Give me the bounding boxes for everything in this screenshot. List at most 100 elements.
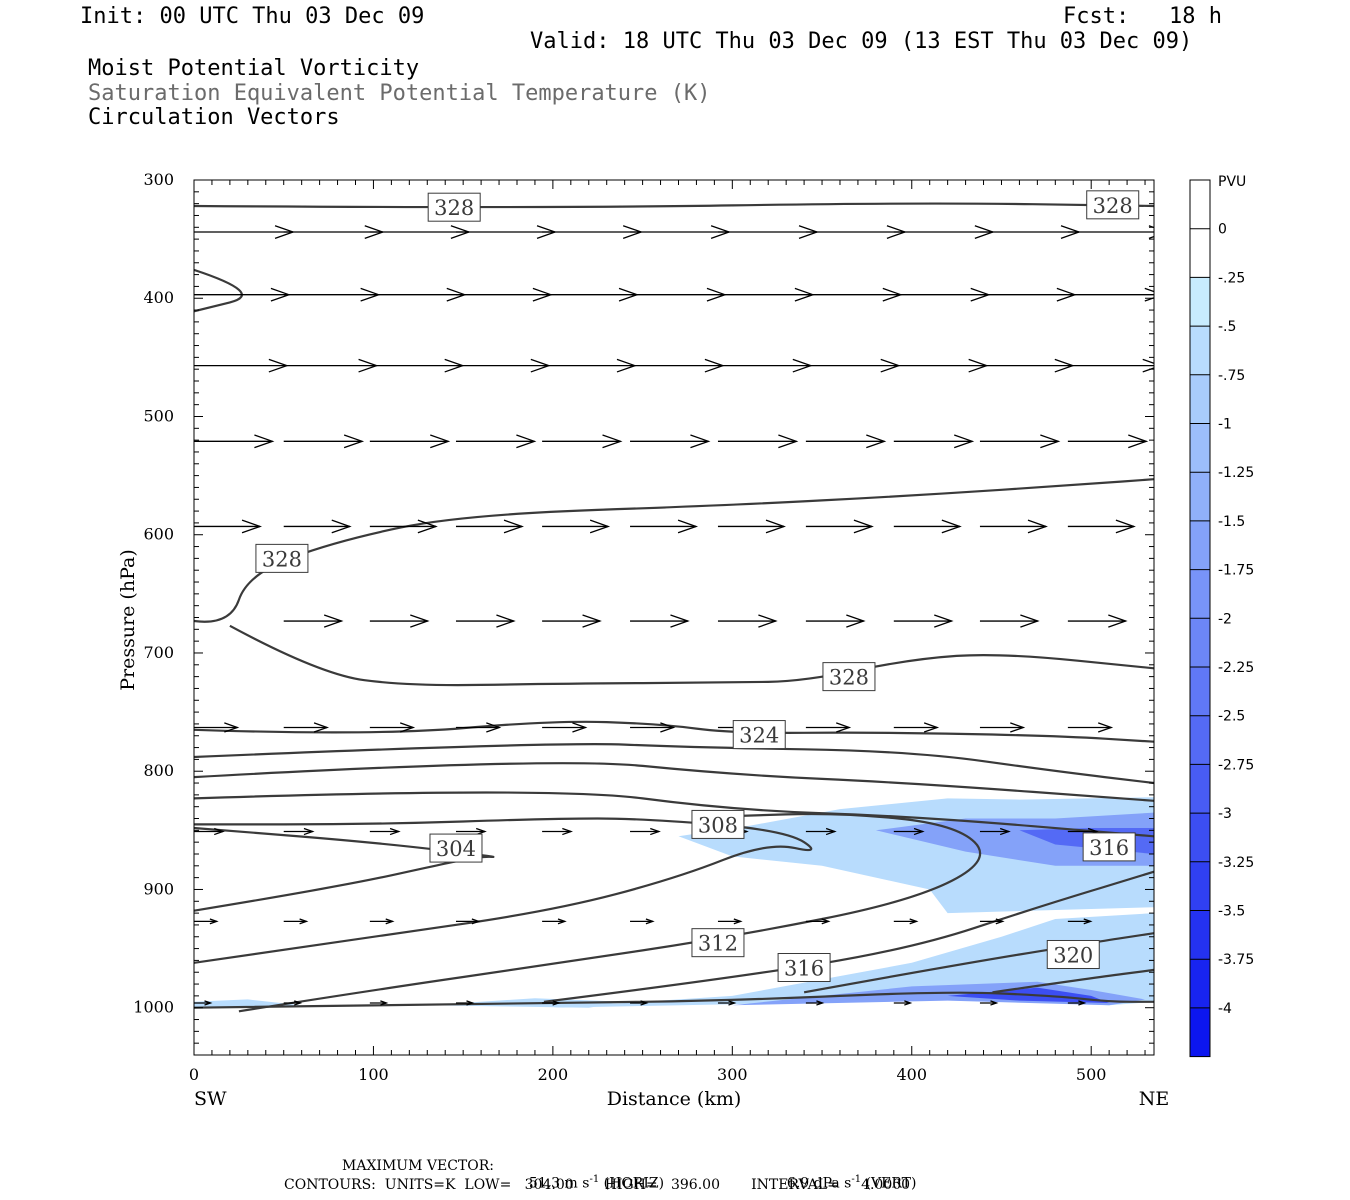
- contour-label-value: 312: [698, 932, 738, 956]
- colorbar-label: -.5: [1218, 319, 1236, 335]
- circulation-vector: [979, 722, 1026, 733]
- circulation-vector: [455, 358, 551, 373]
- contour-label-frame: [691, 928, 745, 958]
- contour-label-frame: [427, 192, 481, 222]
- circulation-vector: [455, 225, 557, 239]
- circulation-vector: [979, 918, 1005, 925]
- circulation-vector: [979, 225, 1081, 239]
- colorbar-swatch: [1190, 959, 1210, 1008]
- vector-head: [645, 918, 655, 925]
- vector-head: [496, 614, 516, 628]
- theta-es-contour-3: [194, 762, 1154, 802]
- vector-head: [241, 519, 263, 534]
- y-tick-label: 800: [143, 761, 174, 780]
- contour-label-value: 328: [262, 547, 302, 571]
- circulation-vector: [455, 434, 537, 449]
- contour-label-box: 320: [1046, 939, 1100, 969]
- circulation-vector: [630, 1000, 649, 1006]
- vector-head: [589, 519, 611, 534]
- colorbar-label: -1.75: [1218, 563, 1254, 579]
- colorbar-swatch: [1190, 667, 1210, 716]
- circulation-vector: [283, 287, 381, 302]
- vector-head: [866, 434, 887, 449]
- circulation-vector: [455, 827, 487, 836]
- max-vector-vert-value: 6.9 dPa s: [786, 1175, 852, 1192]
- colorbar-swatch: [1190, 764, 1210, 814]
- horiz-exponent: -1: [589, 1174, 600, 1185]
- x-tick-label: 500: [1076, 1065, 1107, 1084]
- circulation-vector: [979, 287, 1077, 302]
- circulation-vector: [717, 519, 786, 534]
- circulation-vector: [455, 1000, 475, 1006]
- circulation-vector: [455, 918, 481, 925]
- field-title-theta-es: Saturation Equivalent Potential Temperat…: [88, 81, 711, 106]
- circulation-vector: [893, 287, 991, 302]
- circulation-vector: [194, 287, 291, 302]
- circulation-vector: [805, 358, 901, 373]
- vector-head: [1115, 519, 1136, 534]
- circulation-vector: [1067, 434, 1149, 449]
- colorbar-label: -1.25: [1218, 465, 1254, 481]
- max-vector-horiz: 51.3 m s-1 (HORIZ): [520, 1158, 664, 1192]
- colorbar-label: -3: [1218, 806, 1232, 822]
- circulation-vector: [369, 918, 395, 925]
- circulation-vector: [369, 1000, 389, 1006]
- circulation-vector: [283, 358, 379, 373]
- vector-head: [1144, 287, 1154, 302]
- contour-label-frame: [1082, 832, 1136, 862]
- circulation-vector: [283, 918, 309, 925]
- circulation-vector: [979, 434, 1061, 449]
- circulation-vector: [283, 1000, 303, 1006]
- circulation-vector: [805, 1000, 825, 1006]
- y-tick-label: 400: [143, 288, 174, 307]
- vector-head: [399, 722, 416, 733]
- theta-es-contour-11: [194, 991, 1154, 1009]
- contour-label-frame: [691, 809, 745, 839]
- cross-section-chart: 0 100 200 300 400 500 300 400 500 600 700 800 900 100…: [117, 170, 1254, 1110]
- circulation-vector: [283, 225, 385, 239]
- y-axis-label: Pressure (hPa): [117, 549, 139, 691]
- colorbar-swatch: [1190, 618, 1210, 667]
- plot-frame: [193, 179, 1155, 1056]
- vector-head: [343, 434, 365, 449]
- contour-label-value: 324: [739, 724, 779, 748]
- circulation-vector: [1067, 918, 1093, 925]
- circulation-vector: [542, 722, 588, 733]
- vector-head: [1040, 434, 1061, 449]
- circulation-vector: [717, 1000, 737, 1006]
- contour-label-frame: [255, 543, 309, 573]
- colorbar-label: -2: [1218, 611, 1232, 627]
- x-end-label-sw: SW: [194, 1088, 227, 1110]
- circulation-vector: [893, 827, 925, 836]
- colorbar-label: -1: [1218, 417, 1232, 433]
- colorbar-label: -1.5: [1218, 514, 1245, 530]
- contour-label-value: 328: [829, 666, 869, 690]
- contour-label-box: 312: [691, 928, 745, 958]
- contour-label-box: 304: [429, 833, 483, 863]
- contour-label-frame: [822, 662, 876, 692]
- field-title-mpv: Moist Potential Vorticity: [88, 56, 420, 81]
- theta-es-contour-1: [194, 720, 1154, 743]
- vector-head: [303, 827, 315, 836]
- y-tick-label: 1000: [133, 998, 174, 1017]
- circulation-vector: [630, 434, 711, 449]
- max-vector-horiz-tag: (HORIZ): [603, 1175, 665, 1192]
- circulation-vector: [542, 225, 644, 239]
- vector-head: [380, 1000, 389, 1006]
- vector-head: [323, 614, 344, 628]
- circulation-vector: [542, 519, 611, 534]
- circulation-vector: [979, 358, 1075, 373]
- circulation-vector: [1067, 519, 1136, 534]
- circulation-vector: [542, 434, 623, 449]
- colorbar-swatch: [1190, 569, 1210, 619]
- circulation-vector: [805, 519, 874, 534]
- circulation-vector: [369, 827, 401, 836]
- circulation-vector: [979, 1000, 999, 1006]
- circulation-vector: [194, 434, 275, 449]
- vector-head: [410, 614, 430, 628]
- circulation-vector: [542, 614, 602, 628]
- circulation-vector: [283, 722, 330, 733]
- colorbar-label: -3.5: [1218, 904, 1245, 920]
- circulation-vector: [1067, 358, 1154, 373]
- circulation-vector: [893, 918, 919, 925]
